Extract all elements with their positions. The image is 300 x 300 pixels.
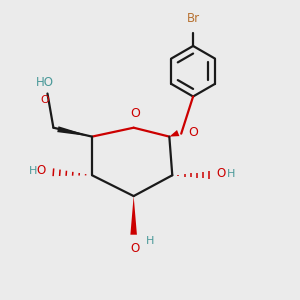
Text: H: H — [29, 166, 37, 176]
Text: O: O — [189, 126, 199, 139]
Text: O: O — [130, 242, 140, 255]
Polygon shape — [130, 196, 137, 235]
Text: H: H — [227, 169, 236, 179]
Text: O: O — [130, 107, 140, 120]
Text: HO: HO — [35, 76, 53, 89]
Polygon shape — [169, 130, 179, 136]
Text: O: O — [37, 164, 46, 177]
Polygon shape — [57, 126, 92, 136]
Text: O: O — [40, 95, 49, 105]
Text: H: H — [146, 236, 154, 246]
Text: Br: Br — [187, 12, 200, 25]
Text: O: O — [216, 167, 225, 180]
